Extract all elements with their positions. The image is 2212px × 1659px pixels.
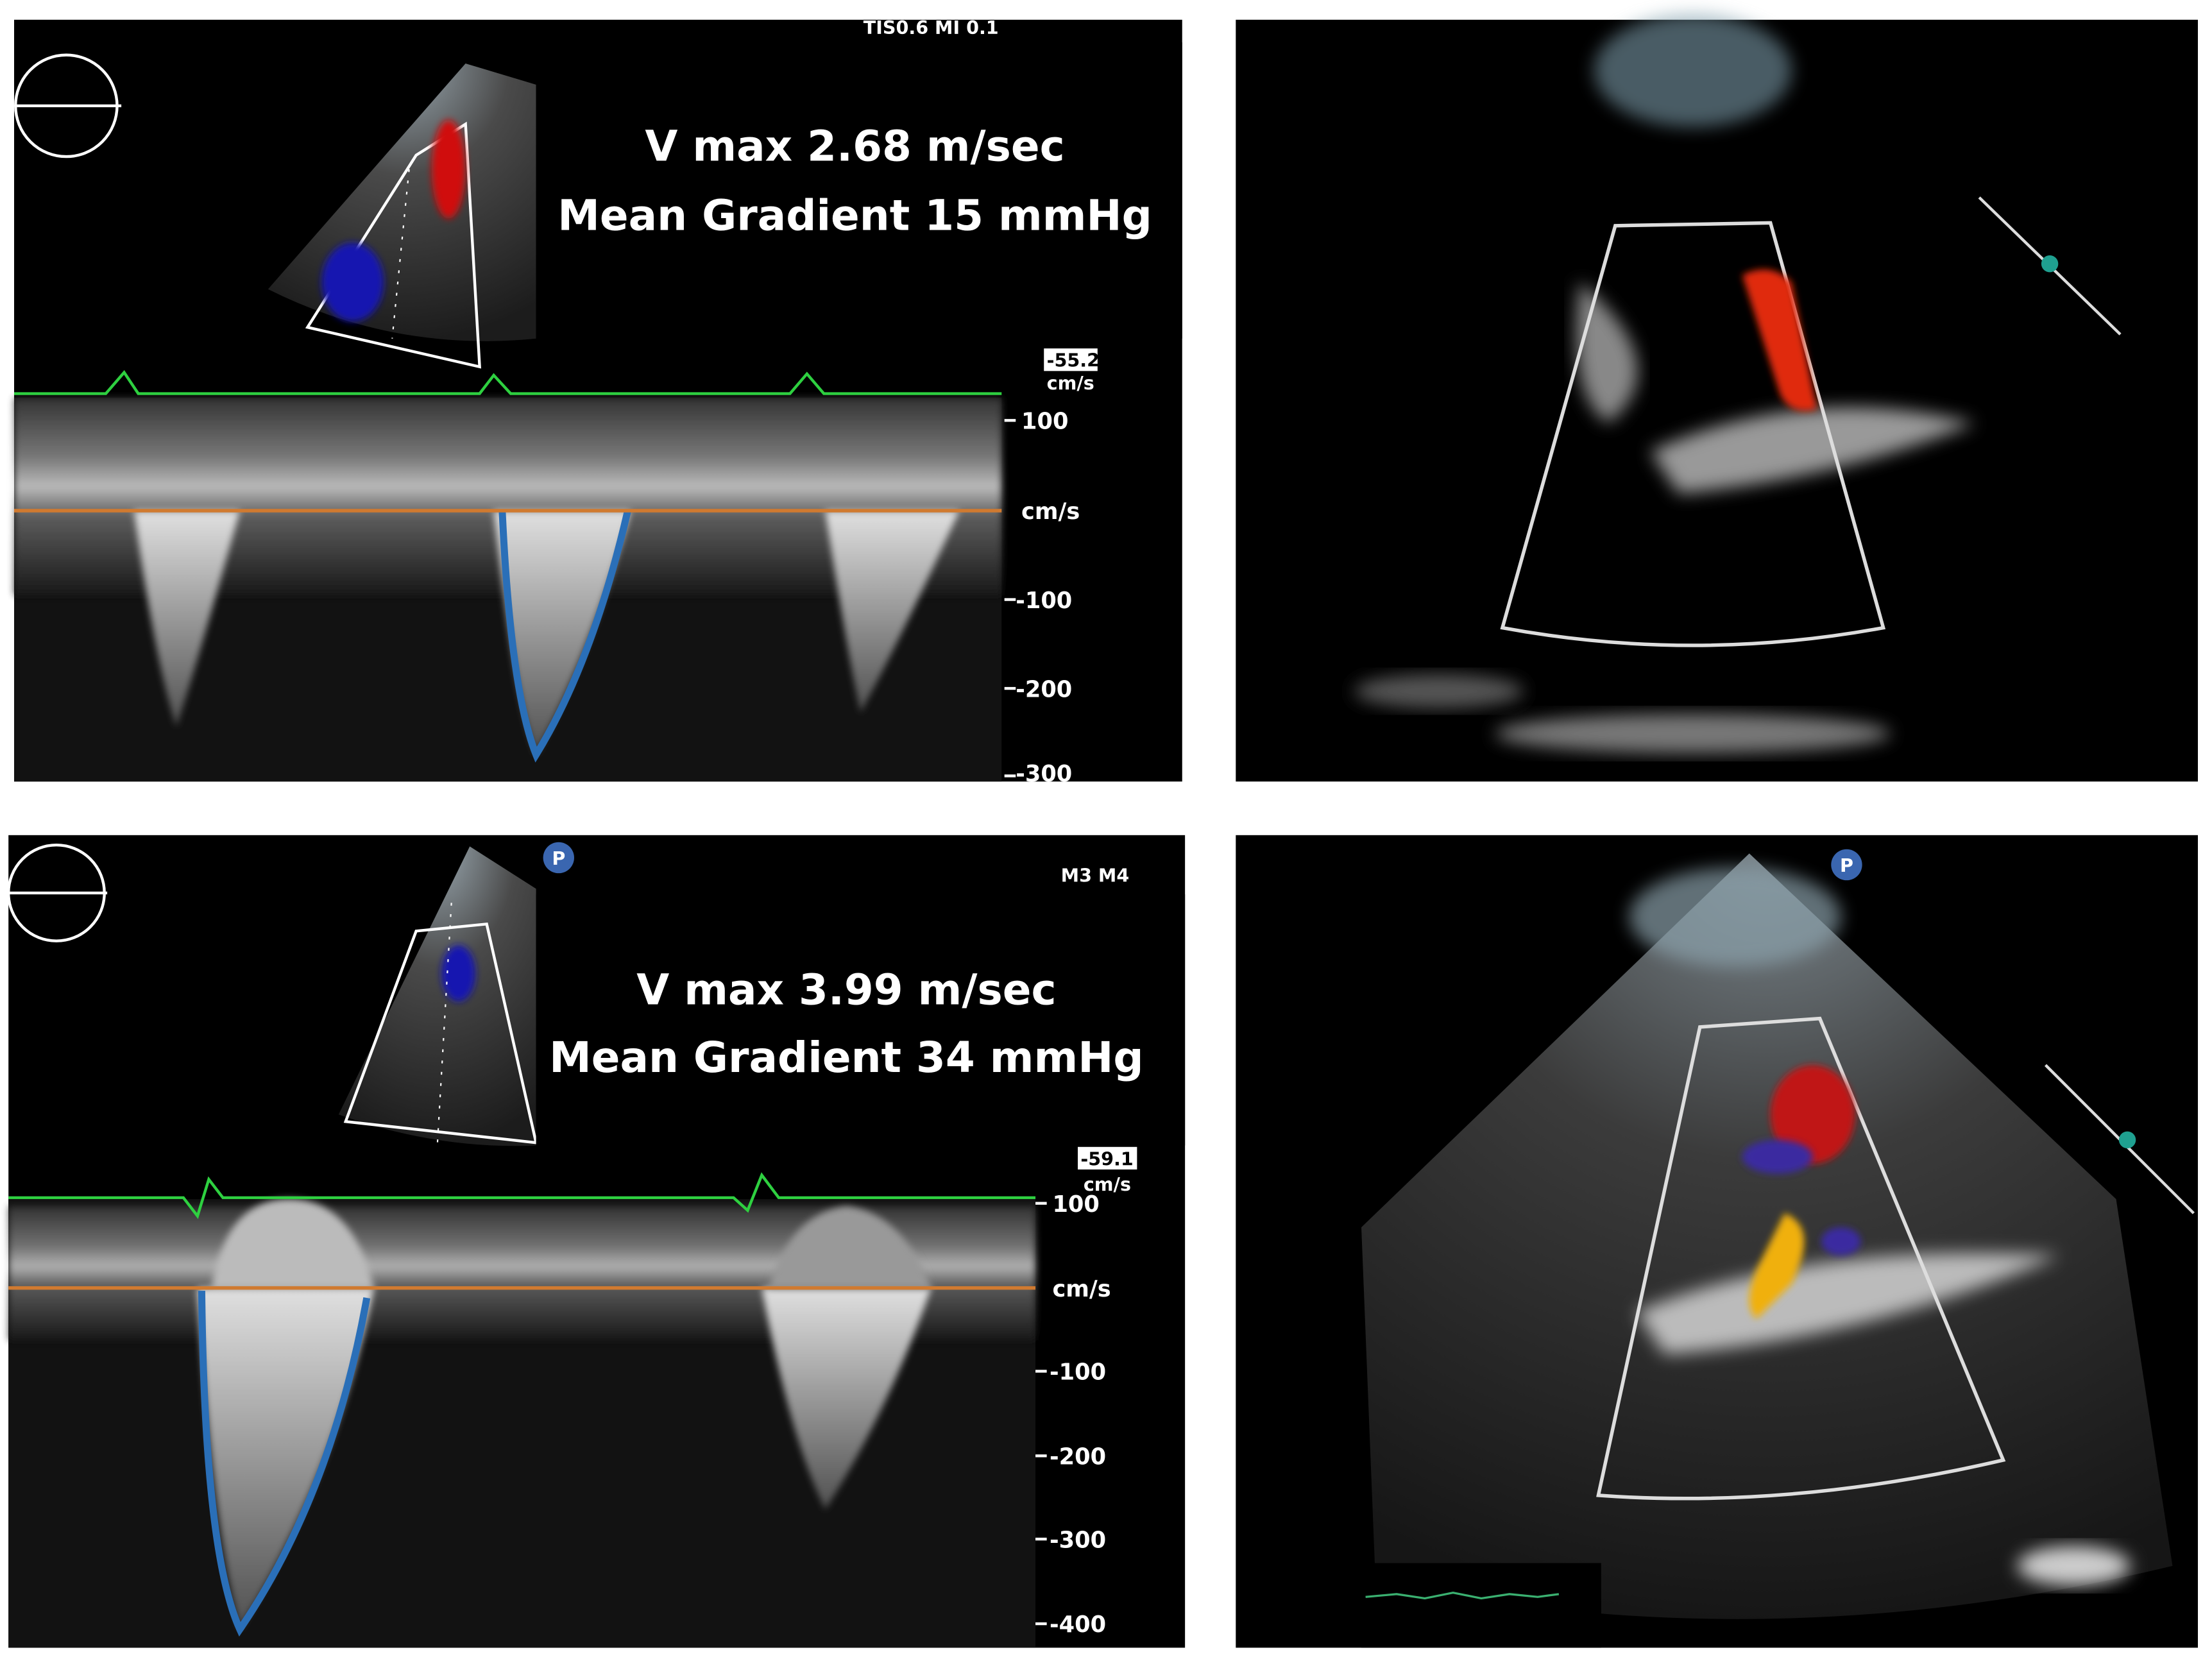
status-text: M3 M4: [1061, 864, 1130, 886]
axis-ticks: 100 cm/s -100 -200 -300 -400: [1035, 1191, 1111, 1638]
tick-label: cm/s: [1021, 498, 1080, 525]
color-flow: [1770, 1065, 1855, 1164]
panel-bg: [1236, 19, 2199, 782]
scale-box: [1078, 1146, 1137, 1170]
marker-dot: [2041, 255, 2059, 273]
tick-label: -300: [1050, 1527, 1106, 1553]
scale-unit: cm/s: [1084, 1173, 1131, 1195]
gradient-text: Mean Gradient 15 mmHg: [557, 191, 1152, 240]
envelope-trace: [198, 1291, 371, 1637]
tick-label: -200: [1016, 676, 1072, 702]
tissue: [1650, 407, 1975, 494]
tick-label: -300: [1016, 761, 1072, 787]
text-box: [536, 42, 1182, 339]
probe-icon: [1831, 849, 1862, 881]
color-flow: [321, 242, 384, 322]
waveform: [825, 511, 960, 713]
color-flow: [1742, 269, 1817, 411]
probe-icon-text: P: [1840, 855, 1853, 876]
scale-value: -59.1: [1080, 1148, 1133, 1170]
color-flow: [1821, 1227, 1861, 1256]
color-flow: [441, 945, 476, 1002]
scale-box: [1044, 348, 1098, 371]
waveform: [761, 1288, 932, 1510]
top-right-panel: [1236, 13, 2199, 782]
color-box: [1500, 221, 1886, 647]
vmax-text: V max 3.99 m/sec: [636, 966, 1056, 1015]
status-text: TIS0.6 MI 0.1: [864, 17, 999, 38]
probe-icon-text: P: [552, 847, 565, 869]
color-flow: [1749, 1213, 1805, 1320]
tick-label: -200: [1050, 1444, 1106, 1470]
tissue: [1636, 1253, 2060, 1355]
bottom-left-panel: P M3 M4 V max 3.99 m/sec Mean Gradient 3…: [6, 835, 1186, 1648]
tick-label: -400: [1050, 1612, 1106, 1638]
tissue: [1354, 674, 1524, 708]
waveform: [133, 511, 240, 727]
axis-ticks: 100 cm/s -100 -200 -300: [1004, 408, 1080, 787]
tick-label: 100: [1021, 408, 1068, 434]
vmax-text: V max 2.68 m/sec: [645, 122, 1064, 171]
ecg-trace: [1365, 1591, 1560, 1600]
waveform: [197, 1288, 374, 1629]
tick-label: -100: [1050, 1359, 1106, 1386]
ecg-box: [1361, 1563, 1601, 1648]
scale-value: -55.2: [1047, 350, 1100, 371]
waveform: [211, 1199, 374, 1288]
tissue: [2017, 1546, 2131, 1586]
color-box: [1596, 1016, 2006, 1501]
tick-label: 100: [1052, 1191, 1099, 1218]
marker-dot: [2118, 1131, 2136, 1148]
color-flow: [1742, 1139, 1813, 1174]
near-field: [1594, 13, 1792, 127]
bottom-right-panel: P: [1236, 835, 2199, 1648]
waveform: [769, 1206, 932, 1288]
scale-unit: cm/s: [1047, 372, 1094, 394]
tissue: [1576, 282, 1638, 423]
tick-label: cm/s: [1052, 1276, 1110, 1302]
text-box: [536, 894, 1186, 1146]
gradient-text: Mean Gradient 34 mmHg: [549, 1033, 1144, 1082]
ecg-trace: [13, 370, 1002, 395]
tissue: [1495, 713, 1891, 754]
sector-image: [338, 846, 536, 1146]
probe-icon: [543, 842, 574, 874]
waveform: [493, 511, 631, 755]
sector-image: [1361, 853, 2173, 1619]
envelope-trace: [498, 509, 631, 763]
color-flow: [431, 119, 466, 219]
tick-label: -100: [1016, 588, 1072, 614]
ecg-trace: [8, 1172, 1036, 1220]
near-field: [1629, 867, 1841, 967]
top-left-panel: TIS0.6 MI 0.1 V max 2.68 m/sec Mean Grad…: [13, 17, 1182, 787]
